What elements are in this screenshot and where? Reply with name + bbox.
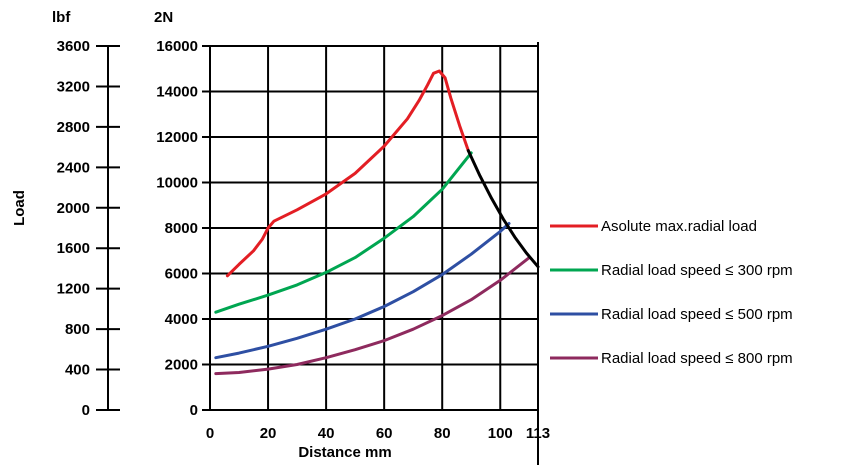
n-tick-label: 6000 (165, 266, 198, 283)
n-tick-label: 10000 (156, 175, 198, 192)
lbf-tick-label: 0 (82, 402, 90, 419)
lbf-tick-label: 2400 (57, 159, 90, 176)
series-line (225, 69, 470, 278)
legend-label: Radial load speed ≤ 500 rpm (601, 306, 793, 323)
series-layer (214, 69, 540, 376)
lbf-tick-label: 1200 (57, 281, 90, 298)
x-tick-label: 100 (488, 425, 513, 442)
n-tick-label: 16000 (156, 38, 198, 55)
lbf-tick-label: 2000 (57, 200, 90, 217)
x-tick-label: 40 (318, 425, 335, 442)
lbf-tick-label: 2800 (57, 119, 90, 136)
lbf-tick-label: 3200 (57, 78, 90, 95)
series-line (214, 222, 511, 360)
lbf-tick-label: 1600 (57, 240, 90, 257)
legend-label: Asolute max.radial load (601, 218, 757, 235)
left-axis-unit: lbf (52, 9, 71, 26)
x-axis-label: Distance mm (298, 444, 391, 461)
legend-label: Radial load speed ≤ 300 rpm (601, 262, 793, 279)
x-tick-label: 113 (526, 425, 550, 442)
right-axis-unit: 2N (154, 9, 173, 26)
lbf-tick-label: 3600 (57, 38, 90, 55)
legend: Asolute max.radial load Radial load speed… (550, 218, 793, 367)
y-axis-label: Load (11, 190, 28, 226)
n-tick-label: 0 (190, 402, 198, 419)
x-tick-label: 80 (434, 425, 451, 442)
axes: 0 20 40 60 80 100 1130200040006000800010000120… (57, 38, 550, 442)
labels: lbf 2N Load Distance mm (11, 9, 392, 461)
lbf-tick-label: 800 (65, 321, 90, 338)
series-line (214, 256, 531, 376)
x-tick-label: 20 (260, 425, 277, 442)
n-tick-label: 2000 (165, 357, 198, 374)
x-tick-label: 60 (376, 425, 393, 442)
n-tick-label: 14000 (156, 84, 198, 101)
series-line (214, 151, 473, 314)
lbf-tick-label: 400 (65, 362, 90, 379)
legend-label: Radial load speed ≤ 800 rpm (601, 350, 793, 367)
n-tick-label: 8000 (165, 220, 198, 237)
n-tick-label: 12000 (156, 129, 198, 146)
n-tick-label: 4000 (165, 311, 198, 328)
series-line (466, 149, 540, 269)
x-tick-label: 0 (206, 425, 214, 442)
